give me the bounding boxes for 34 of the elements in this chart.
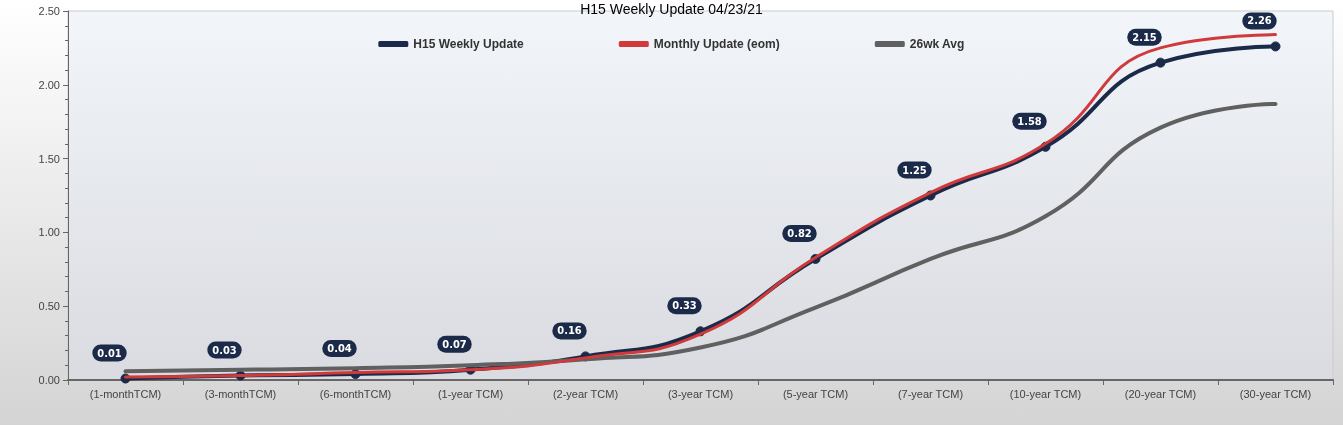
x-tick-label: (10-year TCM)	[1009, 387, 1082, 400]
data-label: 0.04	[327, 342, 352, 356]
data-label: 1.25	[902, 163, 927, 177]
data-label: 0.33	[672, 299, 697, 313]
data-label: 0.07	[442, 337, 467, 351]
x-tick-label: (3-monthTCM)	[204, 387, 277, 400]
x-tick-label: (1-year TCM)	[437, 387, 504, 400]
legend-label: H15 Weekly Update	[413, 37, 525, 51]
legend-label: Monthly Update (eom)	[653, 37, 780, 51]
x-tick-label: (1-monthTCM)	[89, 387, 162, 400]
data-label: 0.82	[787, 226, 812, 240]
y-tick-label: 2.50	[38, 5, 60, 17]
chart-title: H15 Weekly Update 04/23/21	[580, 1, 764, 17]
y-tick-label: 0.00	[38, 374, 60, 386]
x-tick-label: (7-year TCM)	[897, 387, 964, 400]
x-tick-label: (5-year TCM)	[782, 387, 849, 400]
x-tick-label: (2-year TCM)	[552, 387, 619, 400]
point	[1270, 41, 1281, 52]
x-tick-label: (20-year TCM)	[1124, 387, 1197, 400]
y-tick-label: 1.50	[38, 152, 60, 165]
data-label: 0.16	[557, 324, 582, 338]
y-tick-label: 2.00	[38, 78, 60, 91]
y-tick-label: 0.50	[38, 300, 60, 313]
data-label: 0.03	[212, 343, 237, 357]
x-tick-label: (6-monthTCM)	[319, 387, 392, 400]
legend-label: 26wk Avg	[909, 37, 965, 51]
data-label: 2.15	[1132, 30, 1157, 44]
data-label: 2.26	[1247, 14, 1272, 28]
data-label: 1.58	[1017, 114, 1042, 128]
y-tick-label: 1.00	[38, 226, 60, 239]
x-tick-label: (3-year TCM)	[667, 387, 734, 400]
point	[1155, 57, 1166, 68]
data-label: 0.01	[97, 346, 122, 360]
x-tick-label: (30-year TCM)	[1239, 387, 1312, 400]
